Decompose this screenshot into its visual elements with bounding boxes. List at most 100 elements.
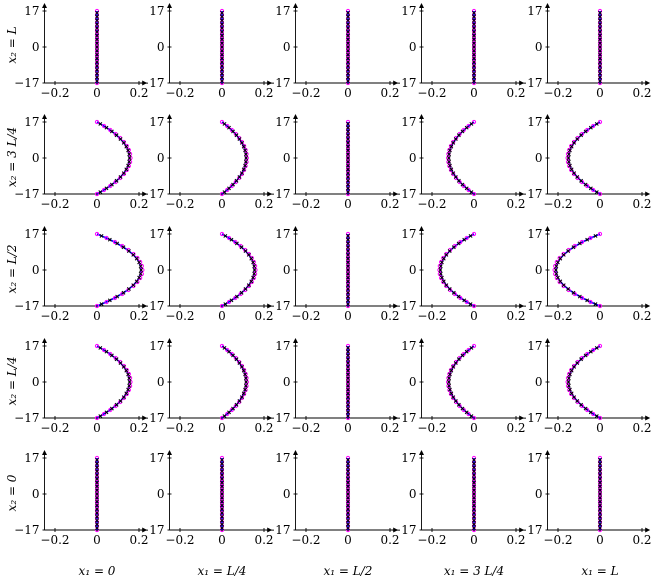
series-cross-marker xyxy=(222,414,227,419)
series-circle-marker xyxy=(597,32,603,38)
series-cross-marker xyxy=(346,14,350,19)
series-circle-marker xyxy=(345,371,351,377)
panel-r4-c0: −0.2 0 0.2 17 0 −17 xyxy=(14,450,149,547)
series-cross-marker xyxy=(558,256,563,261)
series-cross-marker xyxy=(126,163,131,168)
series-cross-marker xyxy=(472,67,476,72)
series-circle-marker xyxy=(229,127,234,133)
series-cross-marker xyxy=(346,499,350,504)
y-tick-label: 17 xyxy=(527,339,542,353)
series-cross-marker xyxy=(127,152,132,157)
series-circle-marker xyxy=(219,52,225,58)
series-cross-marker xyxy=(104,410,109,415)
series-cross-marker xyxy=(346,45,350,49)
series-cross-marker xyxy=(346,241,350,246)
series-cross-marker xyxy=(472,56,476,61)
series-cross-marker xyxy=(346,414,350,419)
series-cross-marker xyxy=(346,283,350,288)
x-tick-label: 0 xyxy=(93,421,101,435)
series-cross-marker xyxy=(472,510,476,515)
series-cross-marker xyxy=(220,60,224,65)
y-tick-label: −17 xyxy=(139,76,164,90)
series-circle-marker xyxy=(597,44,603,50)
series-cross-marker xyxy=(346,67,350,72)
series-cross-marker xyxy=(346,182,350,187)
series-cross-marker xyxy=(449,368,454,373)
series-circle-marker xyxy=(471,48,477,54)
series-circle-marker xyxy=(120,291,125,297)
x-tick-label: −0.2 xyxy=(417,197,446,211)
y-tick-label: −17 xyxy=(265,523,290,537)
column-label: x₁ = L xyxy=(581,564,618,578)
series-circle-marker xyxy=(471,52,477,58)
series-circle-marker xyxy=(471,231,477,237)
series-cross-marker xyxy=(346,252,350,257)
series-cross-marker xyxy=(220,37,224,42)
series-cross-marker xyxy=(594,121,599,126)
series-cross-marker xyxy=(346,41,350,46)
series-cross-marker xyxy=(121,171,126,176)
series-circle-marker xyxy=(345,367,351,373)
series-cross-marker xyxy=(126,372,131,377)
y-axis-arrow xyxy=(545,3,550,8)
series-circle-marker xyxy=(471,495,477,501)
series-circle-marker xyxy=(345,363,351,369)
series-cross-marker xyxy=(234,402,239,407)
series-circle-marker xyxy=(345,503,351,509)
series-cross-marker xyxy=(447,376,452,381)
series-cross-marker xyxy=(472,461,476,466)
series-cross-marker xyxy=(346,10,350,15)
panel-r4-c1: −0.2 0 0.2 17 0 −17 xyxy=(139,450,274,547)
series-cross-marker xyxy=(346,260,350,265)
x-tick-label: −0.2 xyxy=(165,421,194,435)
series-cross-marker xyxy=(124,368,129,373)
series-circle-marker xyxy=(471,491,477,497)
series-cross-marker xyxy=(577,294,582,299)
series-cross-marker xyxy=(460,182,465,187)
series-circle-marker xyxy=(597,36,603,42)
series-cross-marker xyxy=(126,286,131,291)
series-cross-marker xyxy=(346,507,350,512)
series-cross-marker xyxy=(121,395,126,400)
series-cross-marker xyxy=(95,503,99,508)
series-cross-marker xyxy=(131,283,136,288)
series-cross-marker xyxy=(472,476,476,481)
series-cross-marker xyxy=(567,372,572,377)
series-circle-marker xyxy=(471,483,477,489)
x-tick-label: 0.2 xyxy=(632,309,651,323)
y-tick-label: −17 xyxy=(391,187,416,201)
series-cross-marker xyxy=(346,286,350,291)
series-circle-marker xyxy=(471,343,477,349)
series-cross-marker xyxy=(124,167,129,172)
series-cross-marker xyxy=(441,256,446,261)
series-circle-marker xyxy=(597,495,603,501)
y-tick-label: 0 xyxy=(409,375,417,389)
x-axis-arrow xyxy=(519,191,525,197)
series-cross-marker xyxy=(598,461,602,466)
y-tick-label: 17 xyxy=(401,4,416,18)
series-cross-marker xyxy=(109,406,114,411)
y-tick-label: 0 xyxy=(157,487,165,501)
y-axis-arrow xyxy=(419,338,424,343)
series-cross-marker xyxy=(346,361,350,366)
y-tick-label: −17 xyxy=(391,299,416,313)
series-cross-marker xyxy=(594,345,599,350)
series-cross-marker xyxy=(243,286,248,291)
x-tick-label: 0.2 xyxy=(632,421,651,435)
series-cross-marker xyxy=(583,406,588,411)
y-tick-label: −17 xyxy=(391,523,416,537)
series-circle-marker xyxy=(597,499,603,505)
series-circle-marker xyxy=(226,235,232,241)
series-cross-marker xyxy=(579,402,584,407)
series-cross-marker xyxy=(472,52,476,57)
series-cross-marker xyxy=(234,294,239,299)
y-axis-arrow xyxy=(293,3,298,8)
x-tick-label: 0 xyxy=(344,421,352,435)
series-cross-marker xyxy=(95,41,99,46)
x-tick-label: 0 xyxy=(218,309,226,323)
x-tick-label: −0.2 xyxy=(165,197,194,211)
x-tick-label: −0.2 xyxy=(543,533,572,547)
x-axis-arrow xyxy=(393,80,399,86)
y-tick-label: 0 xyxy=(535,487,543,501)
series-cross-marker xyxy=(598,63,602,68)
